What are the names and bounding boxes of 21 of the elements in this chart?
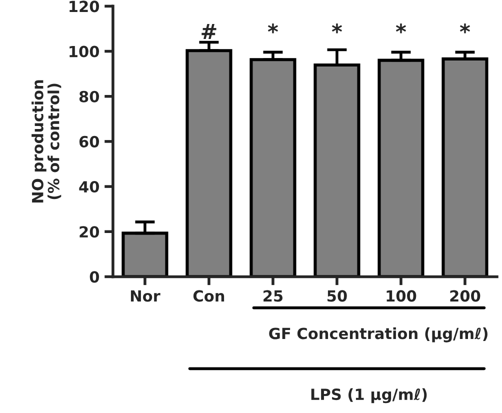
- y-tick-label: 100: [70, 46, 100, 58]
- y-axis-title: NO production (% of control): [32, 80, 62, 202]
- text: GF Concentration (μg/mℓ): [269, 327, 488, 342]
- x-tick-label: 100: [386, 290, 416, 302]
- annotation: *: [396, 24, 406, 34]
- y-tick-label: 120: [70, 0, 100, 12]
- y-tick-label: 0: [90, 271, 100, 283]
- x-tick-label: 25: [264, 290, 283, 302]
- y-tick-label: 20: [80, 226, 100, 238]
- x-tick-label: Nor: [130, 290, 160, 302]
- x-tick-label: Con: [193, 290, 224, 302]
- annotation: *: [268, 24, 278, 34]
- text: LPS (1 μg/mℓ): [311, 388, 427, 404]
- y-tick-label: 80: [79, 90, 100, 102]
- annotation: *: [460, 24, 470, 34]
- annotation: *: [332, 24, 342, 34]
- annotation: #: [202, 24, 216, 39]
- y-tick-label: 40: [79, 181, 100, 193]
- y-tick-label: 60: [79, 136, 100, 148]
- x-tick-label: 200: [450, 290, 480, 302]
- x-tick-label: 50: [328, 290, 347, 302]
